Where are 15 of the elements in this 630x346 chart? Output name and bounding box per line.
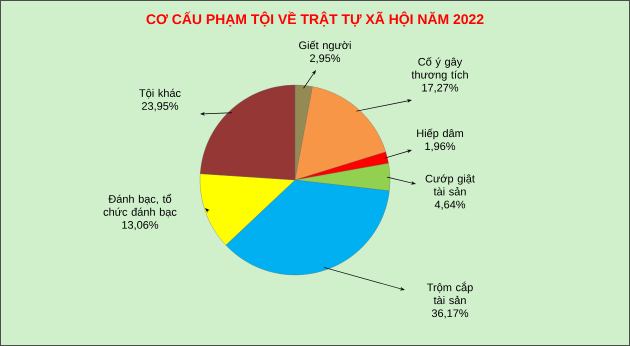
- data-label: 1,96%: [425, 142, 456, 152]
- data-label: 13,06%: [122, 221, 158, 230]
- slice-label: Cướp giật tài sản: [426, 174, 475, 196]
- data-label: 17,27%: [422, 84, 458, 93]
- data-label: 4,64%: [434, 200, 466, 210]
- data-label: 2,95%: [310, 54, 340, 64]
- slice-label: Hiếp dâm: [417, 128, 464, 140]
- slice-label: Trộm cắp tài sản: [427, 282, 473, 304]
- data-label: 23,95%: [142, 102, 178, 112]
- slice-label: Giết người: [299, 40, 351, 52]
- slice-label: Cố ý gây thương tích: [412, 57, 468, 81]
- slice-label: Tội khác: [139, 88, 181, 99]
- data-label: 36,17%: [432, 309, 468, 318]
- chart-title: CƠ CẤU PHẠM TỘI VỀ TRẬT TỰ XÃ HỘI NĂM 2022: [146, 12, 484, 26]
- slice-label: Đánh bạc, tổ chức đánh bạc: [104, 194, 177, 218]
